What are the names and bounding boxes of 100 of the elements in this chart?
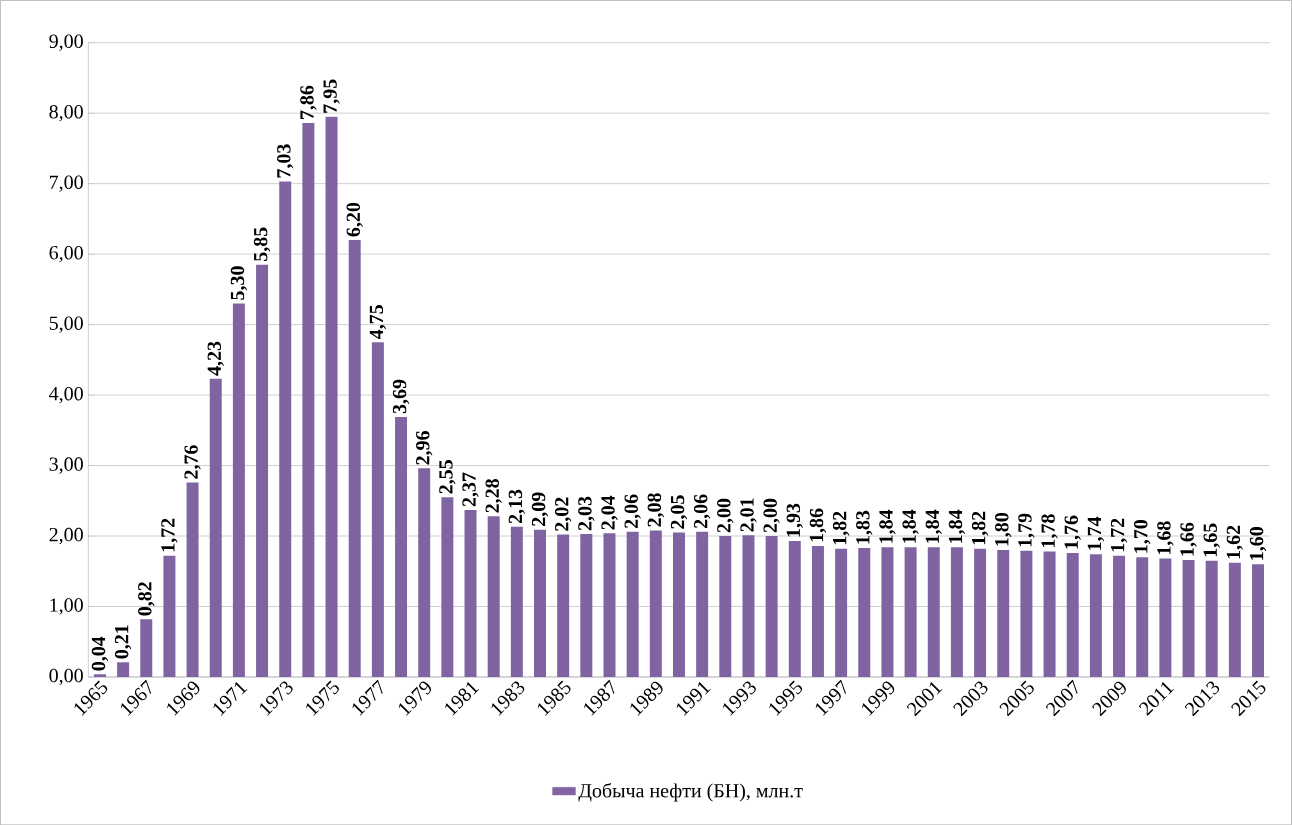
bar — [232, 303, 245, 677]
bar — [1159, 558, 1172, 677]
y-tick-label: 7,00 — [49, 175, 83, 192]
y-tick-label: 4,00 — [49, 386, 83, 404]
bar — [1020, 550, 1033, 677]
data-label: 1,70 — [1134, 519, 1151, 553]
data-label: 1,79 — [1018, 513, 1035, 547]
data-label: 1,86 — [809, 508, 827, 542]
data-label: 1,72 — [161, 518, 178, 552]
data-label: 2,55 — [439, 459, 456, 494]
data-label: 2,37 — [462, 472, 479, 507]
data-label: 1,78 — [1041, 514, 1058, 547]
data-label: 0,82 — [138, 582, 155, 616]
bar — [997, 549, 1010, 677]
bar — [881, 547, 894, 677]
bar — [487, 516, 500, 677]
data-label: 7,86 — [300, 85, 317, 119]
data-label: 1,83 — [856, 510, 873, 544]
data-label: 3,69 — [392, 379, 410, 414]
bar — [742, 535, 755, 677]
bar — [649, 530, 662, 677]
data-label: 2,08 — [647, 493, 665, 527]
bar — [279, 181, 292, 677]
data-label: 1,65 — [1203, 523, 1220, 557]
data-label: 2,01 — [740, 498, 757, 532]
bar — [117, 662, 130, 677]
bar — [1205, 560, 1218, 677]
data-label: 2,96 — [416, 430, 433, 465]
y-tick-label: 2,00 — [49, 527, 83, 545]
data-label: 1,74 — [1087, 516, 1105, 550]
bar — [765, 535, 778, 677]
data-label: 2,00 — [763, 498, 780, 533]
bar — [696, 531, 709, 677]
bar — [1043, 551, 1056, 677]
data-label: 1,68 — [1157, 521, 1174, 554]
bar — [927, 547, 940, 677]
data-label: 5,30 — [230, 266, 248, 300]
data-label: 7,95 — [323, 79, 340, 113]
data-label: 1,84 — [948, 509, 966, 543]
y-tick-label: 1,00 — [50, 598, 83, 615]
bar — [441, 497, 454, 677]
data-label: 6,20 — [346, 202, 363, 237]
bar — [811, 545, 824, 677]
bar — [1182, 559, 1195, 677]
y-tick-label: 8,00 — [49, 104, 83, 122]
bar — [302, 122, 315, 677]
data-label: 2,00 — [717, 498, 734, 533]
data-label: 2,06 — [624, 494, 641, 528]
bar — [371, 342, 384, 677]
data-label: 2,09 — [531, 492, 549, 526]
data-label: 1,76 — [1064, 515, 1081, 549]
data-label: 1,84 — [902, 509, 919, 543]
data-label: 1,62 — [1226, 525, 1244, 559]
bar — [256, 264, 269, 677]
bar — [418, 468, 431, 677]
data-label: 1,93 — [786, 503, 803, 537]
bar — [672, 532, 685, 677]
data-label: 2,28 — [485, 478, 502, 513]
data-label: 2,04 — [601, 495, 618, 530]
bar — [858, 547, 871, 677]
bar — [557, 534, 570, 677]
data-label: 1,80 — [995, 512, 1012, 546]
data-label: 4,23 — [207, 341, 224, 376]
y-tick-label: 6,00 — [49, 245, 83, 263]
bar — [510, 526, 523, 677]
bar — [348, 239, 361, 677]
bar — [626, 531, 639, 677]
data-label: 2,05 — [670, 495, 688, 529]
data-label: 1,66 — [1180, 522, 1197, 556]
bar — [1136, 557, 1149, 677]
data-label: 2,03 — [578, 496, 595, 530]
data-label: 1,84 — [879, 509, 896, 543]
data-label: 1,82 — [971, 511, 989, 545]
legend-label: Добыча нефти (БН), млн.т — [578, 782, 803, 802]
bar — [719, 535, 732, 677]
data-label: 1,60 — [1249, 526, 1267, 560]
bar — [534, 529, 547, 677]
data-label: 0,04 — [91, 636, 109, 671]
data-label: 1,72 — [1110, 518, 1128, 552]
bar — [580, 533, 593, 677]
data-label: 1,82 — [832, 511, 850, 545]
y-tick-label: 9,00 — [49, 34, 83, 51]
data-label: 2,13 — [508, 489, 526, 523]
bar — [93, 674, 106, 677]
bar — [950, 547, 963, 677]
data-label: 2,76 — [184, 445, 201, 479]
bar — [788, 540, 801, 677]
data-label: 1,84 — [925, 509, 942, 543]
bar — [1113, 555, 1126, 677]
bar — [464, 509, 477, 677]
bar — [163, 555, 176, 677]
data-label: 7,03 — [277, 144, 294, 178]
bar — [835, 548, 848, 677]
bar — [395, 416, 408, 677]
bar — [974, 548, 987, 677]
data-label: 0,21 — [114, 625, 132, 659]
bar — [1066, 552, 1079, 677]
data-label: 2,06 — [693, 494, 711, 528]
data-label: 2,02 — [554, 497, 572, 531]
data-label: 4,75 — [369, 304, 386, 339]
